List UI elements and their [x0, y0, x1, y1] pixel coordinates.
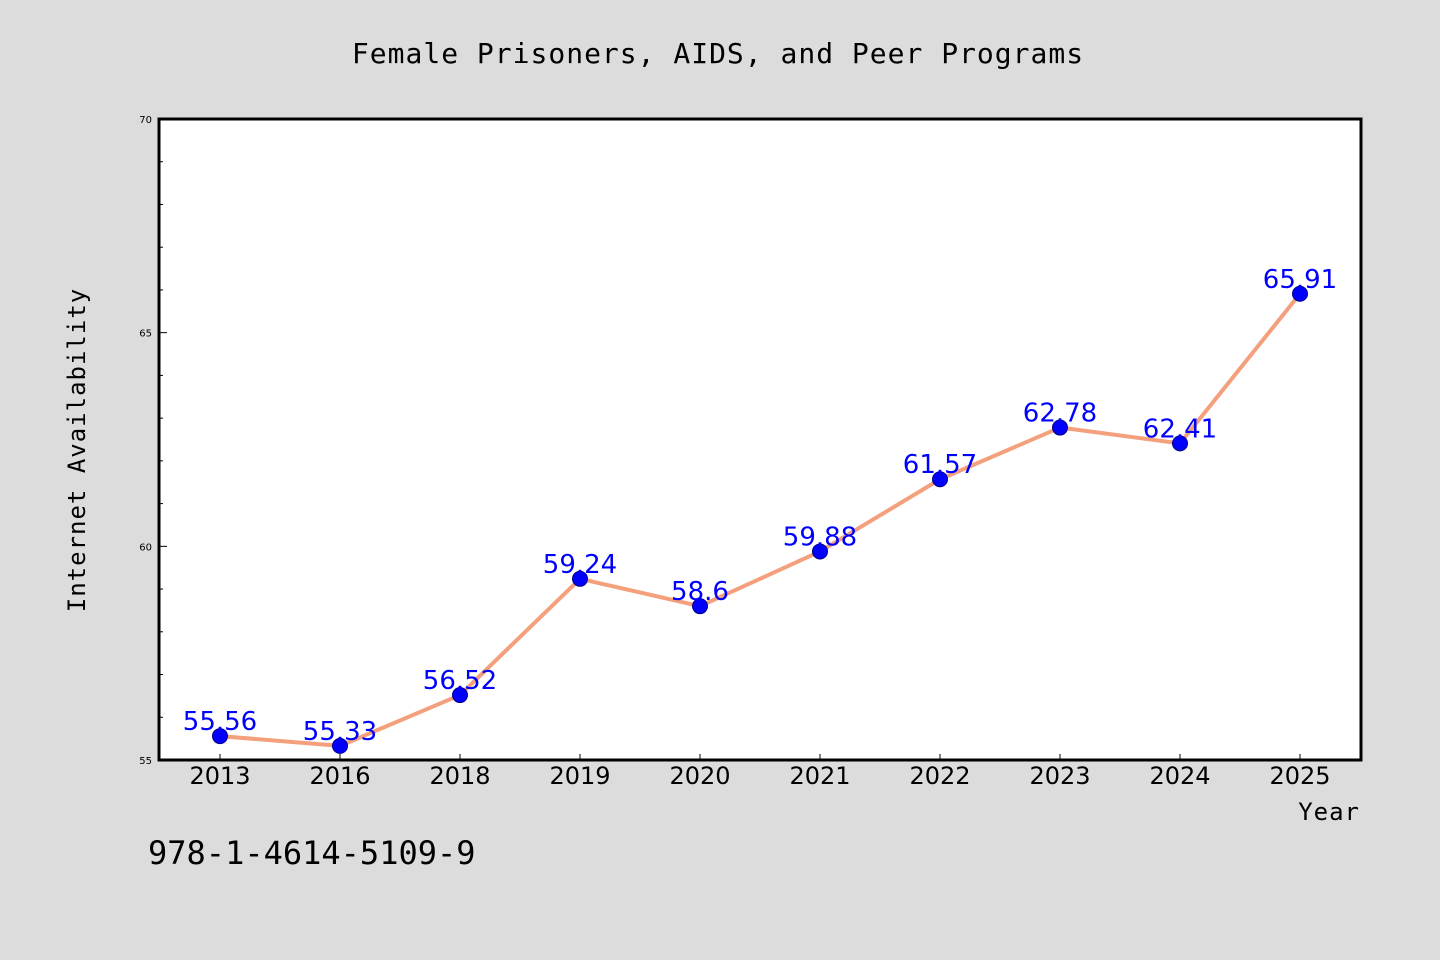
x-tick-label: 2024: [1149, 762, 1210, 790]
y-tick-label: 60: [139, 542, 152, 553]
data-labels: 55.56 55.33 56.52 59.24 58.6 59.88 61.57 62.78 6…: [183, 265, 1337, 747]
data-point: [332, 737, 348, 754]
data-label: 62.78: [1023, 399, 1097, 429]
series-markers: [212, 285, 1308, 754]
x-tick-label: 2020: [669, 762, 730, 790]
data-label: 62.41: [1143, 414, 1217, 444]
data-label: 55.33: [303, 717, 377, 747]
data-point: [1172, 435, 1188, 452]
x-tick-label: 2022: [909, 762, 970, 790]
x-tick-label: 2023: [1029, 762, 1090, 790]
x-axis-label: Year: [1298, 798, 1360, 826]
data-point: [212, 728, 228, 745]
x-tick-label: 2018: [429, 762, 490, 790]
series-line: [219, 292, 1302, 748]
data-label: 55.56: [183, 707, 257, 737]
isbn-annotation: 978-1-4614-5109-9: [148, 834, 476, 872]
x-tick-label: 2019: [549, 762, 610, 790]
data-label: 59.24: [543, 550, 617, 580]
data-point: [452, 687, 468, 704]
y-axis-label: Internet Availability: [63, 288, 91, 612]
chart-title: Female Prisoners, AIDS, and Peer Program…: [352, 37, 1084, 70]
data-point: [932, 471, 948, 488]
x-tick-label: 2013: [189, 762, 250, 790]
x-axis-ticks: 2013 2016 2018 2019 2020 2021 2022 2023 2024 2025: [189, 754, 1331, 790]
data-point: [812, 543, 828, 560]
data-point: [572, 570, 588, 587]
data-label: 61.57: [903, 450, 977, 480]
x-tick-label: 2025: [1269, 762, 1330, 790]
data-point: [1292, 285, 1308, 302]
data-label: 65.91: [1263, 265, 1337, 295]
x-tick-label: 2021: [789, 762, 850, 790]
data-point: [692, 598, 708, 615]
data-label: 56.52: [423, 666, 497, 696]
data-label: 58.6: [671, 577, 729, 607]
data-label: 59.88: [783, 522, 857, 552]
y-axis-ticks: 55 60 65 70: [139, 115, 167, 767]
y-tick-label: 55: [139, 756, 152, 767]
y-tick-label: 65: [139, 329, 152, 340]
data-point: [1052, 419, 1068, 436]
y-tick-label: 70: [139, 115, 152, 126]
x-tick-label: 2016: [309, 762, 370, 790]
